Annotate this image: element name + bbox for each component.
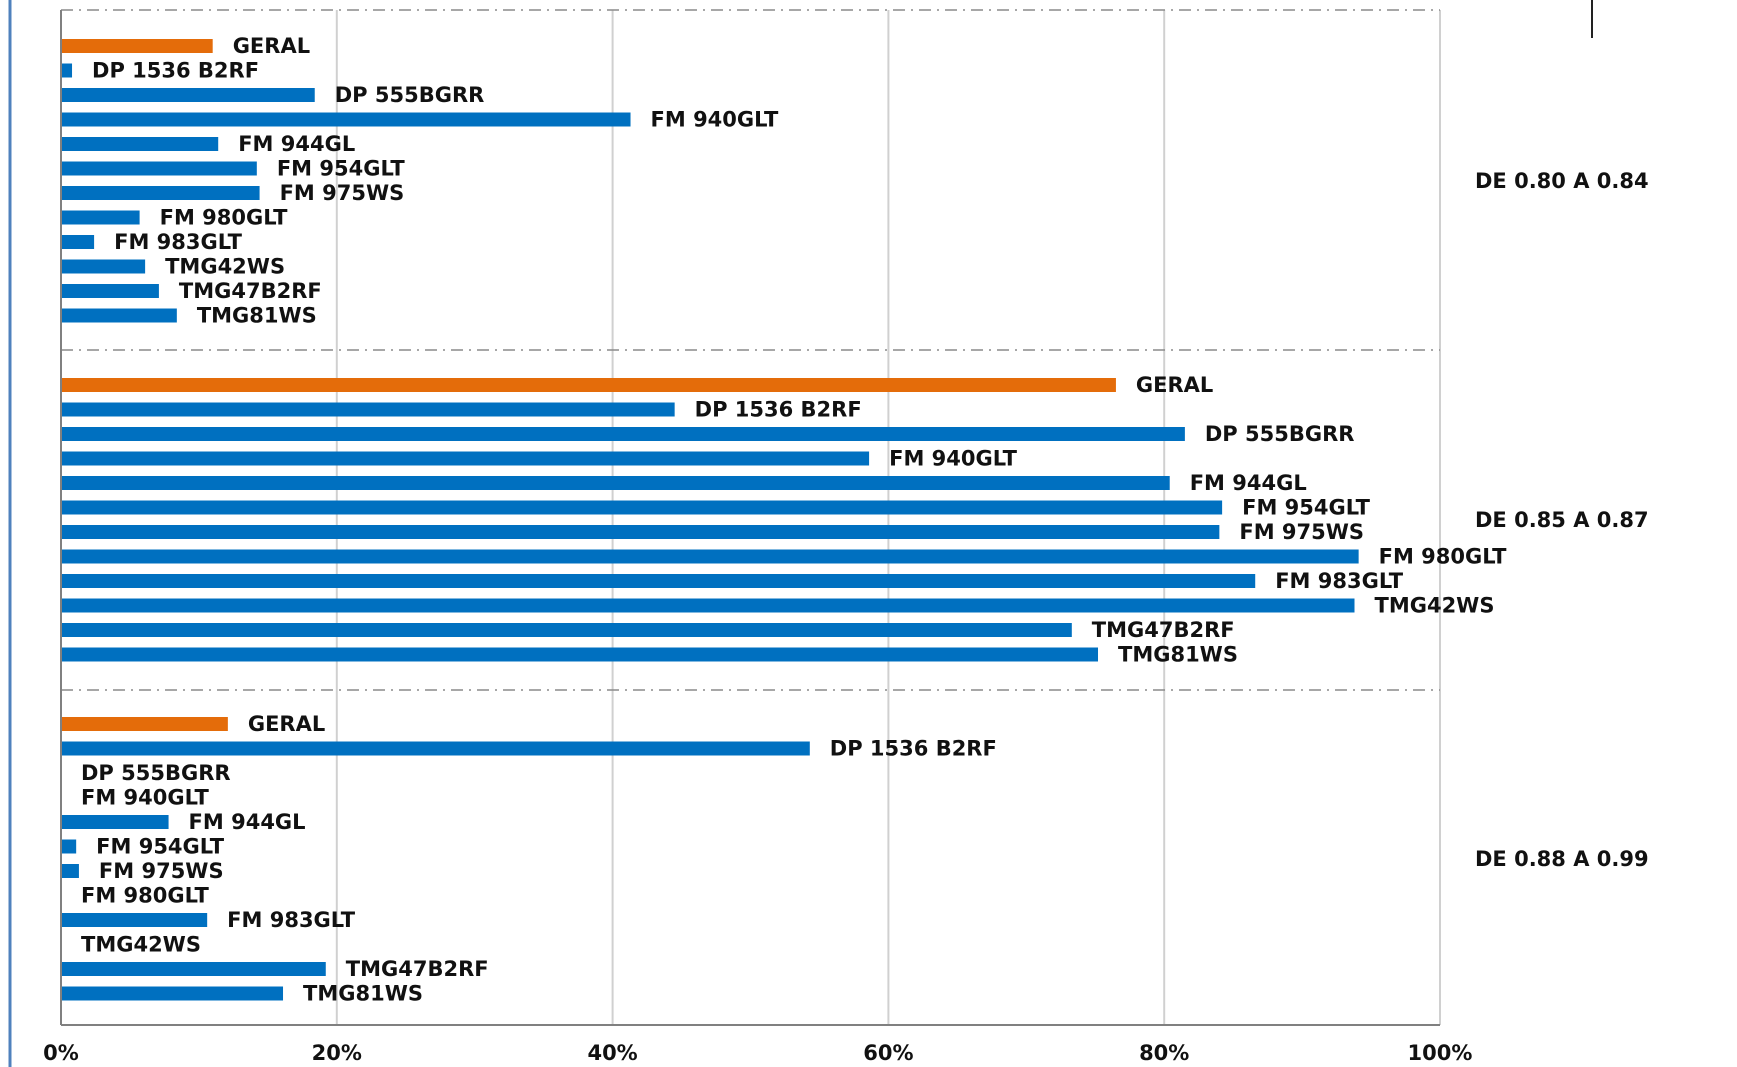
bar [61,402,675,417]
bar [61,839,77,854]
bar-label: FM 944GL [1190,471,1307,495]
bar [61,284,159,298]
bar [61,186,260,200]
group-label: DE 0.85 A 0.87 [1475,508,1649,532]
bar [61,88,315,102]
bar [61,986,284,1001]
bar-label: TMG47B2RF [1092,618,1235,642]
group-label: DE 0.80 A 0.84 [1475,169,1649,193]
bar [61,476,1170,490]
x-tick-label: 80% [1139,1041,1189,1065]
bar-label: TMG81WS [303,982,423,1006]
x-tick-label: 0% [43,1041,79,1065]
bars [61,39,1359,1001]
bar-label: TMG42WS [165,255,285,279]
group-label: DE 0.88 A 0.99 [1475,847,1649,871]
bar-label: FM 944GL [189,810,306,834]
group-labels: DE 0.80 A 0.84 DE 0.85 A 0.87 DE 0.88 A 0.… [1475,169,1649,871]
group-separators [61,9,1440,691]
x-tick-label: 20% [312,1041,362,1065]
bar [61,161,257,176]
bar-label: GERAL [248,712,325,736]
bar [61,137,219,151]
bar-geral [61,378,1116,392]
bar-label: TMG47B2RF [179,279,322,303]
bar-label: DP 555BGRR [81,761,231,785]
bar-label: FM 983GLT [227,908,356,932]
x-tick-label: 60% [863,1041,913,1065]
bar [61,63,73,78]
bar-label: FM 983GLT [114,230,243,254]
bar [61,210,140,225]
bar [61,815,169,829]
bar [61,741,810,756]
bar [61,259,146,274]
bar [61,647,1099,662]
bar-label: FM 954GLT [277,157,406,181]
bar-geral [61,39,213,53]
bar-label: FM 983GLT [1275,569,1404,593]
bar-label: FM 980GLT [81,884,210,908]
bar-label: FM 975WS [1239,520,1364,544]
bar-label: FM 940GLT [81,786,210,810]
bar [61,112,631,127]
bar-label: TMG81WS [197,304,317,328]
bar-label: DP 555BGRR [1205,422,1355,446]
bar-label: GERAL [1136,373,1213,397]
bar-label: TMG81WS [1118,643,1238,667]
bar [61,913,208,927]
bar-label: FM 975WS [99,859,224,883]
bar [61,525,1220,539]
bar [61,864,79,878]
bar [61,235,95,249]
bar-label: FM 944GL [238,132,355,156]
bar-label: FM 980GLT [160,206,289,230]
bar-label: TMG42WS [81,933,201,957]
bar [61,574,1256,588]
bar-label: DP 555BGRR [335,83,485,107]
bar [61,549,1359,564]
x-tick-label: 40% [587,1041,637,1065]
bar-label: TMG47B2RF [346,957,489,981]
bar-label: FM 954GLT [96,835,225,859]
bar [61,451,870,466]
bar-label: FM 940GLT [651,108,780,132]
bar [61,308,177,323]
bar-label: FM 975WS [280,181,405,205]
bar [61,962,326,976]
bar-label: DP 1536 B2RF [830,737,997,761]
bar [61,598,1355,613]
bar-geral [61,717,228,731]
bar [61,427,1185,441]
axes [8,0,1593,1067]
bar-label: FM 954GLT [1242,496,1371,520]
bar [61,623,1072,637]
bar-label: FM 980GLT [1379,545,1508,569]
bar-label: TMG42WS [1375,594,1495,618]
bar [61,500,1223,515]
x-tick-label: 100% [1408,1041,1473,1065]
bar-label: DP 1536 B2RF [695,398,862,422]
bar-label: GERAL [233,34,310,58]
bar-label: DP 1536 B2RF [92,59,259,83]
x-tick-labels: 0% 20% 40% 60% 80% 100% [43,1041,1472,1065]
grid-lines [335,10,1441,1025]
bar-label: FM 940GLT [889,447,1018,471]
